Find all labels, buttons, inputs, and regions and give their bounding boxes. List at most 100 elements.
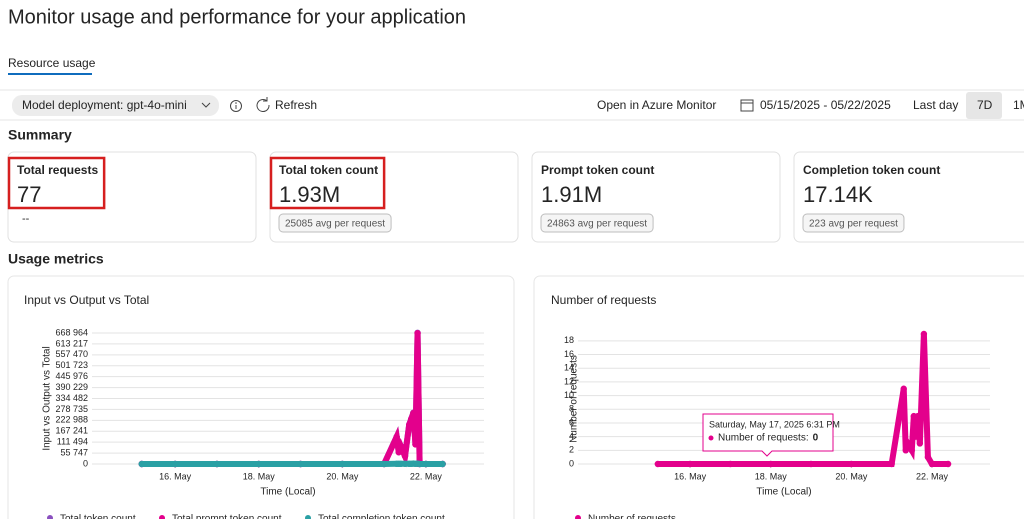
- data-point: [393, 433, 400, 441]
- card-label: Total token count: [279, 163, 378, 177]
- y-tick-label: 390 229: [55, 382, 88, 392]
- y-tick-label: 501 723: [55, 360, 88, 370]
- range-selector: Last day 7D 1M: [913, 92, 1024, 119]
- data-point: [213, 460, 221, 468]
- calendar-icon[interactable]: [740, 99, 754, 112]
- y-tick-label: 278 735: [55, 404, 88, 414]
- y-tick-label: 2: [569, 445, 574, 455]
- legend-label: Total prompt token count: [172, 514, 282, 519]
- info-icon[interactable]: [230, 100, 242, 112]
- data-point: [397, 443, 405, 450]
- y-tick-label: 18: [564, 335, 574, 345]
- x-tick-label: 18. May: [243, 471, 276, 481]
- range-option[interactable]: 7D: [977, 98, 993, 112]
- legend-marker: [159, 515, 165, 519]
- x-tick-label: 16. May: [674, 471, 707, 481]
- data-point: [138, 460, 145, 468]
- legend-label: Number of requests: [588, 514, 676, 519]
- y-tick-label: 111 494: [57, 437, 88, 447]
- chart-title: Number of requests: [551, 293, 656, 307]
- section-title: Usage metrics: [8, 251, 104, 267]
- data-point: [920, 330, 928, 338]
- y-tick-label: 12: [564, 376, 574, 386]
- data-point: [401, 452, 409, 460]
- x-axis-title: Time (Local): [260, 487, 315, 498]
- legend-marker: [47, 515, 53, 519]
- y-tick-label: 16: [564, 349, 574, 359]
- card-badge: [278, 213, 392, 233]
- card-badge-text: 223 avg per request: [809, 219, 898, 230]
- open-monitor-link[interactable]: Open in Azure Monitor: [597, 98, 716, 112]
- y-axis-title: Input vs Output vs Total: [42, 346, 53, 450]
- y-tick-label: 557 470: [55, 349, 88, 359]
- x-tick-label: 20. May: [326, 471, 359, 481]
- data-point: [807, 460, 815, 468]
- deployment-dropdown[interactable]: [12, 95, 219, 116]
- summary-cards: Total requests 77 -- Total token count 1.93M…: [7, 151, 1024, 243]
- highlight-box: [7, 156, 106, 210]
- deployment-label[interactable]: Model deployment: gpt-4o-mini: [22, 98, 187, 112]
- x-tick-label: 20. May: [835, 471, 868, 481]
- data-point: [412, 441, 419, 448]
- data-point: [439, 460, 446, 468]
- refresh-icon[interactable]: [256, 97, 270, 112]
- card-value: 1.93M: [279, 182, 340, 207]
- y-axis-title: Number of requests: [569, 355, 580, 443]
- x-tick-label: 22. May: [916, 471, 949, 481]
- card-value: 17.14K: [803, 182, 873, 207]
- data-point: [686, 460, 694, 468]
- y-tick-label: 613 217: [55, 338, 88, 348]
- y-tick-label: 222 988: [55, 415, 88, 425]
- data-point: [916, 440, 924, 447]
- y-tick-label: 0: [83, 458, 88, 468]
- date-range[interactable]: 05/15/2025 - 05/22/2025: [760, 98, 891, 112]
- tooltip-label: Number of requests:: [718, 433, 809, 444]
- card-label: Completion token count: [803, 163, 940, 177]
- range-option[interactable]: Last day: [913, 98, 958, 112]
- chart-title: Input vs Output vs Total: [24, 293, 149, 307]
- data-point: [848, 460, 855, 468]
- data-point: [888, 460, 895, 468]
- legend-marker: [305, 515, 311, 519]
- data-point: [912, 433, 920, 440]
- x-axis-title: Time (Local): [756, 487, 811, 498]
- card-badge-text: 25085 avg per request: [285, 219, 385, 230]
- data-point: [928, 460, 936, 468]
- info-icon-dot: [235, 102, 237, 104]
- data-point: [339, 460, 346, 468]
- data-point: [924, 453, 932, 461]
- card-label: Total requests: [17, 163, 98, 177]
- card-badge: [540, 213, 654, 233]
- legend-marker: [575, 515, 581, 519]
- range-selected-bg: [966, 92, 1002, 119]
- card-label: Prompt token count: [541, 163, 654, 177]
- data-point: [255, 460, 262, 468]
- data-point: [297, 460, 304, 468]
- data-point: [654, 460, 662, 468]
- data-point: [900, 385, 907, 392]
- section-title: Summary: [8, 127, 72, 143]
- data-point: [727, 460, 734, 468]
- x-tick-label: 22. May: [410, 471, 443, 481]
- card-badge-text: 24863 avg per request: [547, 219, 647, 230]
- data-point: [408, 415, 415, 423]
- data-point: [414, 329, 421, 337]
- tab[interactable]: Resource usage: [8, 56, 96, 70]
- refresh-button[interactable]: Refresh: [275, 98, 317, 112]
- legend-label: Total token count: [60, 514, 136, 519]
- y-tick-label: 445 976: [55, 371, 88, 381]
- page-title: Monitor usage and performance for your a…: [8, 6, 466, 28]
- chart-panel: [533, 275, 1024, 519]
- data-point: [914, 412, 922, 420]
- y-tick-label: 6: [569, 417, 574, 427]
- data-point: [422, 460, 430, 468]
- card-value: 1.91M: [541, 182, 602, 207]
- tooltip-marker: [708, 435, 714, 441]
- tooltip-title: Saturday, May 17, 2025 6:31 PM: [709, 419, 840, 429]
- data-point: [902, 447, 909, 454]
- range-option[interactable]: 1M: [1013, 98, 1024, 112]
- y-tick-label: 0: [569, 458, 574, 468]
